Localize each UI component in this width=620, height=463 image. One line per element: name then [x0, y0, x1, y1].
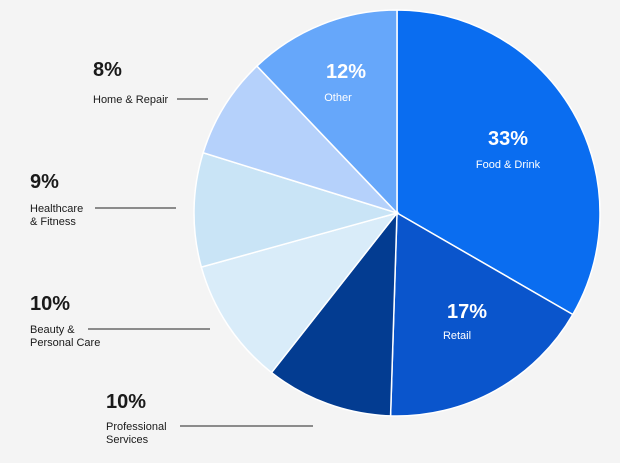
pie-slice-beauty-and-personal-care: [200, 211, 400, 374]
slice-category-label-healthcare-and-fitness: Healthcare: [30, 203, 83, 215]
slice-category-label-retail: Retail: [443, 330, 471, 342]
pie-slice-professional-services: [270, 210, 398, 417]
slice-value-label-home-and-repair: 8%: [93, 59, 122, 81]
slice-value-label-other: 12%: [326, 61, 366, 83]
slice-category-label-professional-services: Professional: [106, 421, 167, 433]
slice-value-label-beauty-and-personal-care: 10%: [30, 293, 70, 315]
slice-value-label-healthcare-and-fitness: 9%: [30, 171, 59, 193]
slice-category-label-beauty-and-personal-care: Personal Care: [30, 337, 100, 349]
slice-category-label-beauty-and-personal-care: Beauty &: [30, 324, 75, 336]
pie-slice-home-and-repair: [202, 65, 400, 215]
slice-category-label-home-and-repair: Home & Repair: [93, 94, 169, 106]
slice-category-label-other: Other: [324, 92, 352, 104]
pie-slice-other: [255, 9, 398, 215]
slice-value-label-retail: 17%: [447, 301, 487, 323]
pie-slice-healthcare-and-fitness: [193, 151, 400, 269]
slice-category-label-professional-services: Services: [106, 434, 149, 446]
slice-category-label-healthcare-and-fitness: & Fitness: [30, 216, 76, 228]
slice-category-label-food-and-drink: Food & Drink: [476, 159, 541, 171]
slice-value-label-professional-services: 10%: [106, 391, 146, 413]
pie-slice-retail: [389, 211, 574, 417]
pie-slice-food-and-drink: [396, 9, 601, 316]
slice-value-label-food-and-drink: 33%: [488, 128, 528, 150]
